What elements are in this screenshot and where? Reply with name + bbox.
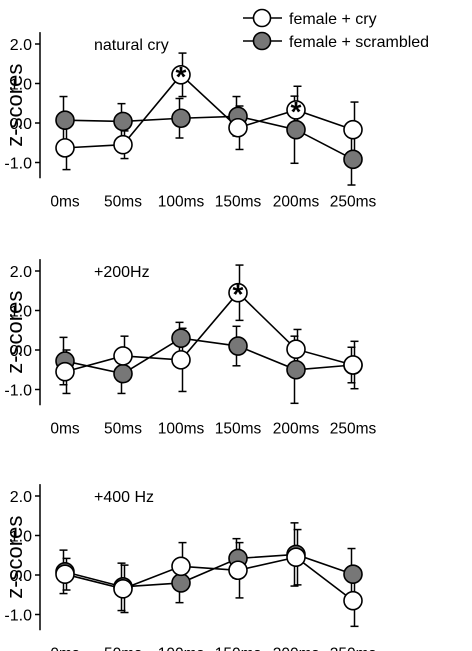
data-point [171,328,191,348]
x-tick-label: 200ms [273,420,320,437]
x-tick-label: 100ms [158,193,205,210]
x-tick-label: 200ms [273,645,320,651]
y-tick-label: 0.0 [10,343,32,360]
y-axis-title: z-scores [2,64,27,147]
x-tick-label: 0ms [50,193,80,210]
x-tick-label: 250ms [330,645,377,651]
data-point [228,336,248,356]
x-tick-label: 50ms [104,645,142,651]
y-tick-label: 2.0 [10,37,32,54]
chart-panels: 2.0 1.0 0.0 -1.0 z-scores natural cry 0ms 50ms 1… [2,32,377,651]
data-point [343,119,363,140]
series-line [64,337,354,375]
data-point [343,590,363,611]
significance-marker: * [233,279,244,310]
y-tick-label: 1.0 [10,77,32,94]
data-point [228,282,248,303]
data-point [343,355,363,375]
x-tick-label: 50ms [104,193,142,210]
legend-label: female + cry [289,11,377,28]
x-tick-label: 250ms [330,420,377,437]
y-tick-label: 0.0 [10,116,32,133]
data-point [113,579,133,599]
data-point [113,363,133,384]
data-point [171,108,191,129]
x-tick-label: 250ms [330,193,377,210]
legend-label: female + scrambled [289,34,429,51]
y-axis-title: z-scores [2,516,27,599]
data-point [286,119,306,140]
panel-label: +400 Hz [94,489,154,506]
x-tick-label: 100ms [158,645,205,651]
y-tick-label: -1.0 [4,608,32,625]
x-tick-label: 50ms [104,420,142,437]
legend: female + cry female + scrambled [243,8,429,51]
data-point [113,111,133,132]
y-tick-label: -1.0 [4,156,32,173]
legend-marker [252,31,272,51]
data-point [171,573,191,593]
data-point [113,134,133,155]
x-tick-label: 0ms [50,645,80,651]
series-line [64,553,354,588]
data-point [171,350,191,370]
data-point [171,65,191,85]
series-line [64,291,354,373]
data-point [286,547,306,568]
y-tick-label: 0.0 [10,568,32,585]
series-line [64,115,354,161]
data-point [55,138,75,158]
legend-marker [252,8,272,28]
x-tick-label: 150ms [215,193,262,210]
data-point [286,359,306,380]
data-point [55,564,75,585]
significance-marker: * [291,96,302,127]
data-point [55,361,75,382]
data-point [286,339,306,360]
x-tick-label: 0ms [50,420,80,437]
y-tick-label: -1.0 [4,383,32,400]
data-point [228,560,248,581]
data-point [55,110,75,131]
series-line [64,556,354,602]
y-tick-label: 1.0 [10,529,32,546]
data-point [343,564,363,585]
y-tick-label: 1.0 [10,304,32,321]
x-tick-label: 150ms [215,645,262,651]
y-tick-label: 2.0 [10,264,32,281]
significance-marker: * [176,61,187,92]
data-point [286,100,306,120]
data-point [171,556,191,577]
y-axis-title: z-scores [2,291,27,374]
data-point [343,149,363,170]
chart-panel: 2.0 1.0 0.0 -1.0 z-scores +400 Hz 0ms 50ms 100ms… [2,484,377,651]
chart-panel: 2.0 1.0 0.0 -1.0 z-scores natural cry 0ms 50ms 1… [2,32,377,210]
x-tick-label: 100ms [158,420,205,437]
x-tick-label: 150ms [215,420,262,437]
data-point [113,346,133,366]
data-point [228,117,248,138]
y-tick-label: 2.0 [10,489,32,506]
panel-label: natural cry [94,37,169,54]
chart-panel: 2.0 1.0 0.0 -1.0 z-scores +200Hz 0ms 50ms 100ms 1… [2,259,377,437]
x-tick-label: 200ms [273,193,320,210]
panel-label: +200Hz [94,264,150,281]
